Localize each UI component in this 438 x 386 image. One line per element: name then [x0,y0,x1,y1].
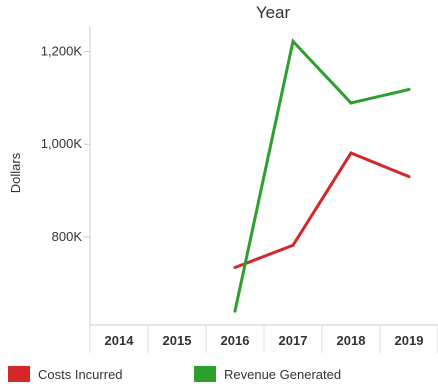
data-point [291,39,295,43]
x-tick-label: 2019 [395,333,424,348]
y-tick-label: 1,200K [41,43,83,58]
legend-label-costs: Costs Incurred [38,366,123,382]
legend-label-revenue: Revenue Generated [224,366,342,382]
x-tick-label: 2015 [163,333,192,348]
data-point [233,266,237,270]
x-tick-label: 2014 [105,333,135,348]
y-axis-ticks: 800K 1,000K 1,200K [41,43,90,244]
data-point [233,309,237,313]
data-point [349,101,353,105]
x-tick-label: 2017 [279,333,308,348]
x-tick-label: 2018 [337,333,366,348]
series-line-costs-incurred [234,151,410,269]
data-point [407,175,411,179]
y-tick-label: 1,000K [41,136,83,151]
x-tick-label: 2016 [221,333,250,348]
legend-item-revenue: Revenue Generated [194,366,341,382]
data-point [407,88,411,92]
data-point [349,151,353,155]
series-line-revenue-generated [233,38,410,312]
legend-swatch-costs [8,366,30,382]
y-axis-label: Dollars [8,152,23,193]
legend-swatch-revenue [194,366,216,382]
chart-title: Year [256,3,291,22]
x-axis-ticks: 2014 2015 2016 2017 2018 2019 [89,325,438,353]
data-point [291,243,295,247]
series-lines [233,38,411,313]
legend-item-costs: Costs Incurred [8,366,123,382]
y-tick-label: 800K [52,229,83,244]
legend: Costs Incurred Revenue Generated [8,366,438,386]
